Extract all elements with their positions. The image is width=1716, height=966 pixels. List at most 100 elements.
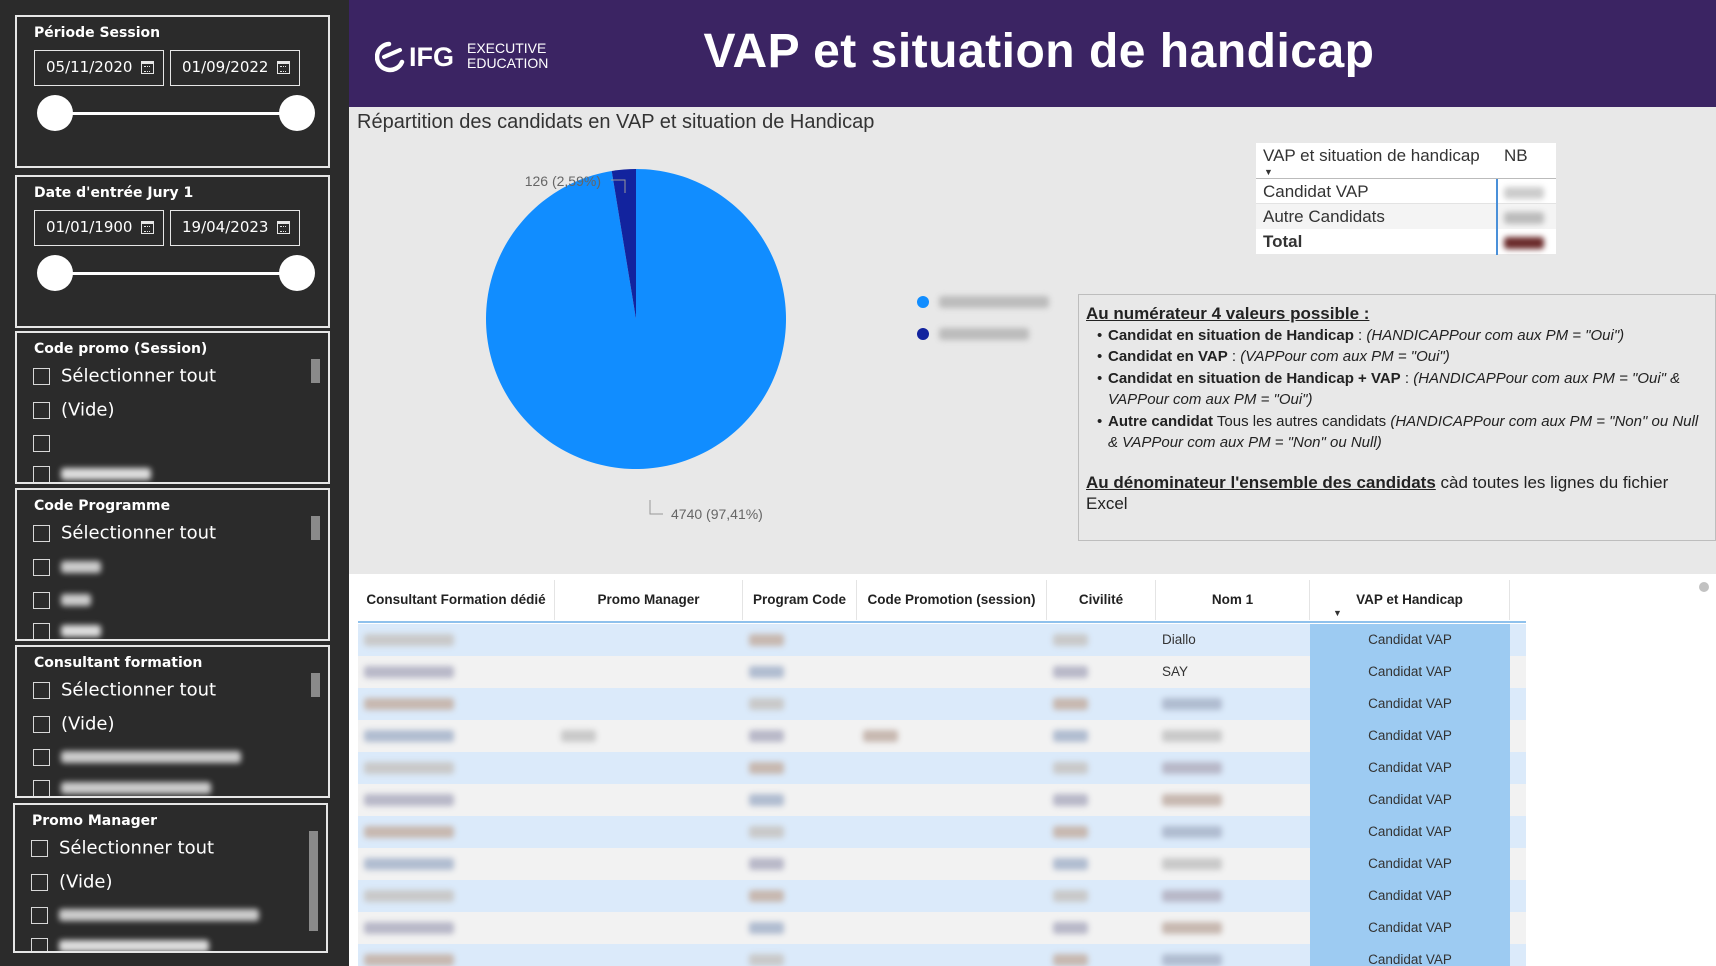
legend-item-autre[interactable]	[917, 294, 1050, 314]
list-item[interactable]	[33, 589, 91, 615]
matrix-col-nb[interactable]: NB	[1504, 146, 1528, 165]
table-row[interactable]: Candidat VAP	[358, 912, 1526, 944]
empty-option[interactable]: (Vide)	[33, 399, 114, 425]
col-header-code-promotion[interactable]: Code Promotion (session)	[857, 580, 1047, 620]
checkbox[interactable]	[33, 622, 50, 639]
calendar-icon[interactable]	[277, 221, 290, 234]
pie-slice-minor[interactable]	[611, 169, 636, 319]
start-date-input[interactable]: 01/01/1900	[34, 210, 164, 246]
redacted-text	[749, 762, 784, 775]
list-item[interactable]	[31, 935, 209, 951]
list-item[interactable]	[33, 432, 61, 458]
filter-sidebar: Période Session 05/11/2020 01/09/2022 Da…	[0, 0, 349, 966]
redacted-text	[1162, 858, 1222, 871]
table-row[interactable]: Candidat VAP	[358, 688, 1526, 720]
pie-slice-main[interactable]	[486, 169, 786, 470]
col-header-vap-handicap[interactable]: VAP et Handicap	[1310, 580, 1510, 620]
legend-item-vap[interactable]	[917, 326, 1030, 346]
redacted-text	[749, 922, 784, 935]
col-header-consultant[interactable]: Consultant Formation dédié	[358, 580, 555, 620]
col-header-promo-manager[interactable]: Promo Manager	[555, 580, 743, 620]
table-row[interactable]: Candidat VAP	[358, 848, 1526, 880]
table-cell: Candidat VAP	[1310, 816, 1510, 848]
matrix-col-vap[interactable]: VAP et situation de handicap	[1263, 146, 1480, 165]
list-item[interactable]	[33, 463, 151, 482]
checkbox[interactable]	[33, 465, 50, 482]
list-item[interactable]	[33, 777, 211, 796]
checkbox[interactable]	[33, 681, 50, 699]
slicer-title: Promo Manager	[32, 813, 158, 829]
select-all-option[interactable]: Sélectionner tout	[33, 679, 216, 705]
table-row[interactable]: Candidat VAP	[358, 816, 1526, 848]
slider-end-handle[interactable]	[279, 255, 315, 291]
slicer-promo-manager: Promo Manager Sélectionner tout (Vide)	[13, 803, 328, 953]
checkbox[interactable]	[33, 779, 50, 796]
checkbox[interactable]	[33, 591, 50, 609]
slider-start-handle[interactable]	[37, 95, 73, 131]
empty-option[interactable]: (Vide)	[31, 871, 112, 897]
select-all-option[interactable]: Sélectionner tout	[33, 365, 216, 391]
table-cell: Diallo	[1162, 632, 1196, 647]
calendar-icon[interactable]	[141, 221, 154, 234]
checkbox[interactable]	[33, 524, 50, 542]
table-cell	[555, 784, 743, 816]
matrix-row: Autre Candidats	[1256, 204, 1556, 229]
table-row[interactable]: Candidat VAP	[358, 752, 1526, 784]
redacted-text	[1053, 634, 1088, 647]
checkbox[interactable]	[33, 558, 50, 576]
table-row[interactable]: Candidat VAP	[358, 784, 1526, 816]
list-item[interactable]	[33, 620, 101, 639]
checkbox[interactable]	[33, 748, 50, 766]
calendar-icon[interactable]	[141, 61, 154, 74]
checkbox[interactable]	[31, 873, 48, 891]
redacted-text	[364, 666, 454, 679]
list-item[interactable]	[31, 904, 259, 930]
date-range-slider[interactable]	[53, 112, 303, 115]
list-item[interactable]	[33, 556, 101, 582]
sort-down-icon[interactable]: ▼	[1333, 608, 1342, 618]
scrollbar[interactable]	[311, 516, 320, 540]
list-item[interactable]	[33, 746, 241, 772]
end-date-input[interactable]: 19/04/2023	[170, 210, 300, 246]
checkbox[interactable]	[31, 906, 48, 924]
table-row[interactable]: Diallo Candidat VAP	[358, 624, 1526, 656]
report-canvas: Répartition des candidats en VAP et situ…	[349, 107, 1716, 574]
checkbox[interactable]	[31, 937, 48, 951]
table-row[interactable]: Candidat VAP	[358, 944, 1526, 966]
end-date-input[interactable]: 01/09/2022	[170, 50, 300, 86]
scrollbar[interactable]	[1699, 582, 1709, 592]
start-date-input[interactable]: 05/11/2020	[34, 50, 164, 86]
table-cell	[857, 848, 1047, 880]
checkbox[interactable]	[31, 839, 48, 857]
table-cell	[555, 944, 743, 966]
select-all-option[interactable]: Sélectionner tout	[31, 837, 214, 863]
pie-chart[interactable]: 126 (2,59%) 4740 (97,41%)	[349, 107, 1716, 574]
checkbox[interactable]	[33, 401, 50, 419]
checkbox[interactable]	[33, 434, 50, 452]
scrollbar[interactable]	[311, 673, 320, 697]
scrollbar[interactable]	[309, 831, 318, 931]
sort-down-icon[interactable]: ▼	[1264, 167, 1273, 177]
table-cell	[1047, 880, 1156, 912]
table-row[interactable]: Candidat VAP	[358, 720, 1526, 752]
table-cell	[1156, 912, 1310, 944]
redacted-text	[863, 730, 898, 743]
slider-end-handle[interactable]	[279, 95, 315, 131]
table-cell	[1156, 944, 1310, 966]
select-all-option[interactable]: Sélectionner tout	[33, 522, 216, 548]
empty-option[interactable]: (Vide)	[33, 713, 114, 739]
calendar-icon[interactable]	[277, 61, 290, 74]
redacted-text	[1162, 922, 1222, 935]
col-header-program-code[interactable]: Program Code	[743, 580, 857, 620]
table-row[interactable]: SAY Candidat VAP	[358, 656, 1526, 688]
scrollbar[interactable]	[311, 359, 320, 383]
table-row[interactable]: Candidat VAP	[358, 880, 1526, 912]
col-header-nom[interactable]: Nom 1	[1156, 580, 1310, 620]
slider-start-handle[interactable]	[37, 255, 73, 291]
table-cell: Candidat VAP	[1310, 944, 1510, 966]
col-header-civilite[interactable]: Civilité	[1047, 580, 1156, 620]
checkbox[interactable]	[33, 367, 50, 385]
date-range-slider[interactable]	[53, 272, 303, 275]
checkbox[interactable]	[33, 715, 50, 733]
table-cell	[743, 784, 857, 816]
